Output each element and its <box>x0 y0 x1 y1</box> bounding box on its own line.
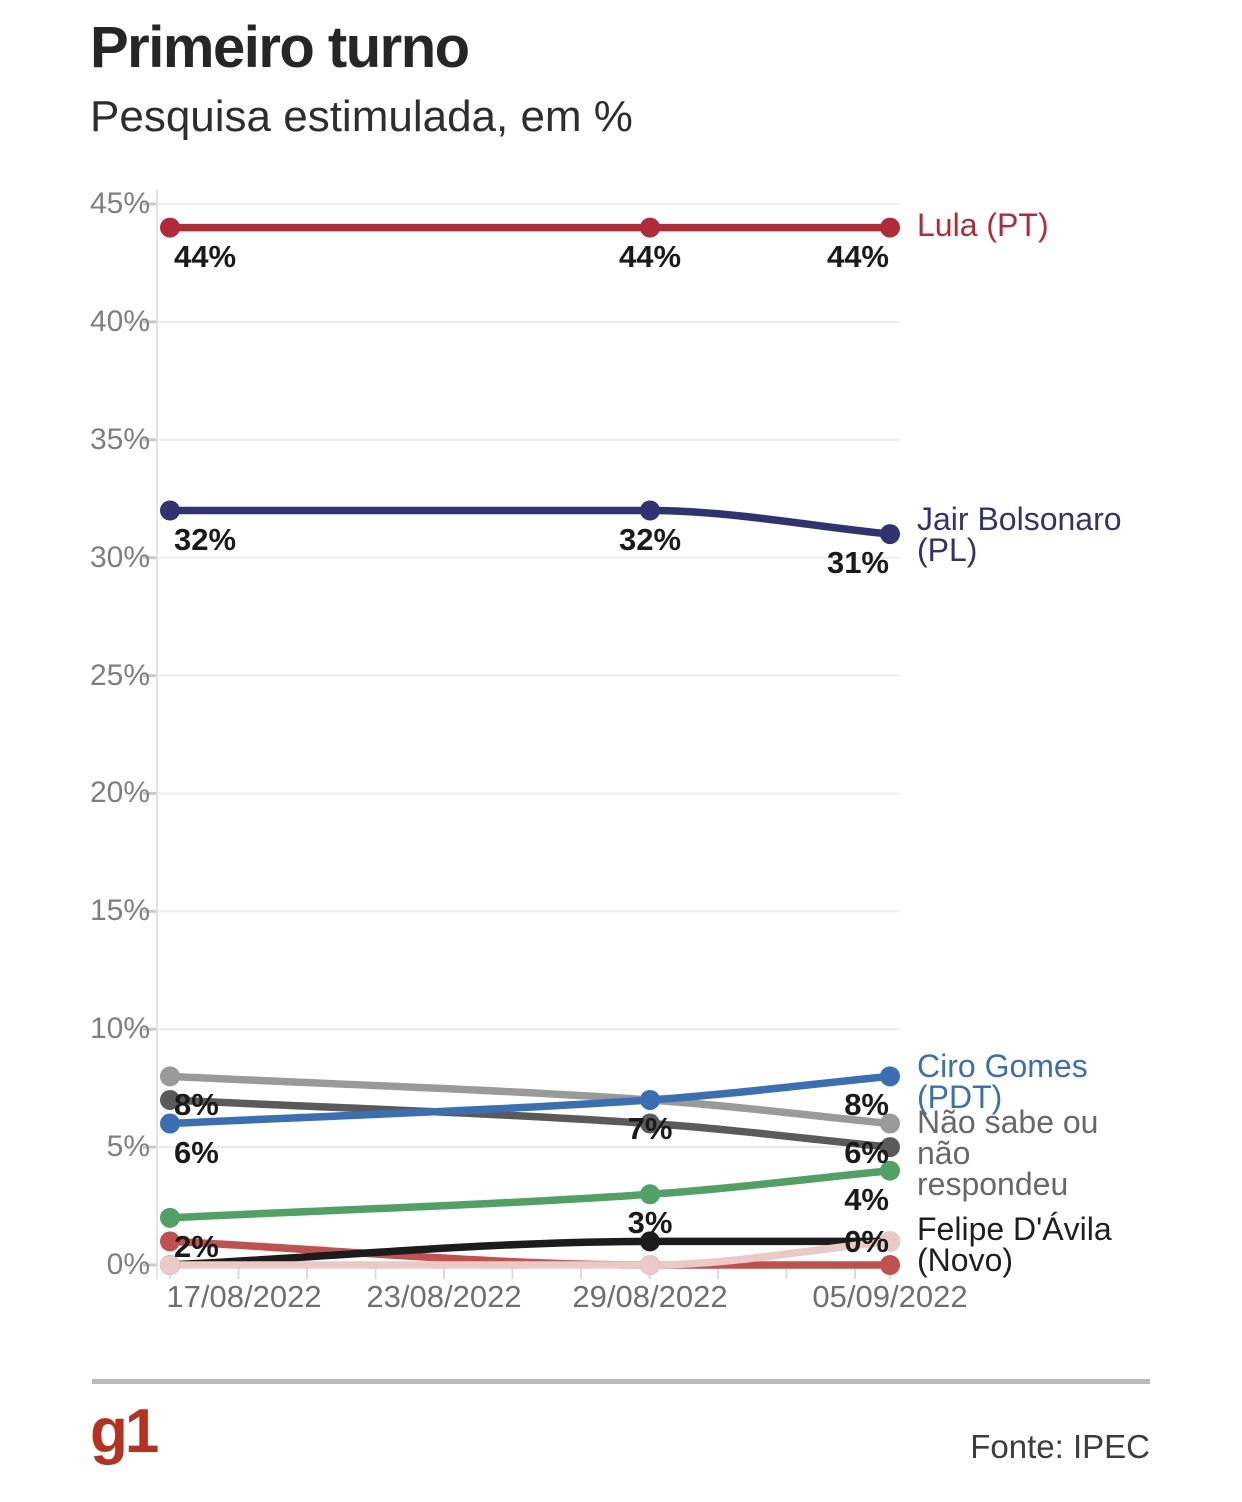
x-axis-label: 29/08/2022 <box>572 1279 728 1314</box>
line-dark-gray-line <box>166 1096 894 1151</box>
point-nao-sabe-ou-nao-respondeu <box>160 1066 180 1087</box>
y-axis-label: 0% <box>106 1248 150 1281</box>
point-green-line <box>880 1160 900 1181</box>
legend-nao-sabe-ou-nao-respondeu: Não sabe ou não respondeu <box>917 1104 1099 1202</box>
y-axis-label: 10% <box>89 1012 150 1046</box>
point-lula-pt <box>640 217 660 238</box>
source-credit: Fonte: IPEC <box>970 1428 1150 1465</box>
legend-line: (Novo) <box>917 1242 1014 1278</box>
legend-line: Não sabe ou <box>917 1104 1099 1140</box>
legend-line: Jair Bolsonaro <box>917 501 1122 537</box>
legend-jair-bolsonaro-pl: Jair Bolsonaro (PL) <box>917 501 1122 568</box>
point-dark-red-line <box>880 1255 900 1275</box>
legend-line: não <box>917 1135 971 1171</box>
y-axis-label: 20% <box>89 776 150 810</box>
legend-ciro-gomes-pdt: Ciro Gomes (PDT) <box>917 1048 1088 1115</box>
point-jair-bolsonaro-pl <box>160 500 180 521</box>
point-pink-line <box>160 1255 180 1275</box>
line-pink-line <box>166 1237 894 1269</box>
page-title: Primeiro turno <box>90 15 470 80</box>
value-label-jair-bolsonaro-pl: 31% <box>826 545 889 581</box>
legend-line: Lula (PT) <box>917 207 1049 243</box>
legend-line: (PL) <box>917 532 978 568</box>
line-felipe-davila-novo <box>166 1237 894 1269</box>
line-nao-sabe-ou-nao-respondeu <box>166 1072 894 1128</box>
value-label-lula-pt: 44% <box>174 238 237 274</box>
point-ciro-gomes-pdt <box>160 1113 180 1134</box>
point-green-line <box>160 1207 180 1228</box>
value-label-jair-bolsonaro-pl: 32% <box>174 521 237 557</box>
point-lula-pt <box>160 217 180 238</box>
y-axis-label: 35% <box>89 422 150 456</box>
x-axis-label: 17/08/2022 <box>166 1279 322 1314</box>
legend-line: (PDT) <box>917 1079 1003 1115</box>
value-label-nao-sabe-ou-nao-respondeu: 7% <box>627 1110 673 1146</box>
point-pink-line <box>640 1255 660 1275</box>
legend-lula-pt: Lula (PT) <box>917 207 1049 243</box>
point-green-line <box>640 1184 660 1205</box>
value-label-green-line: 4% <box>844 1181 889 1217</box>
legend-line: respondeu <box>917 1166 1069 1202</box>
point-jair-bolsonaro-pl <box>640 500 660 521</box>
value-label-nao-sabe-ou-nao-respondeu: 8% <box>174 1087 219 1123</box>
value-label-nao-sabe-ou-nao-respondeu: 6% <box>844 1134 889 1170</box>
value-label-ciro-gomes-pdt: 6% <box>174 1134 219 1170</box>
point-pink-line <box>880 1231 900 1252</box>
point-lula-pt <box>880 217 900 238</box>
value-label-green-line: 3% <box>627 1205 673 1241</box>
point-dark-gray-line <box>880 1137 900 1158</box>
y-axis-label: 15% <box>89 894 150 928</box>
y-axis-label: 45% <box>89 186 150 220</box>
point-dark-gray-line <box>160 1089 180 1110</box>
y-axis-label: 25% <box>89 658 150 692</box>
value-label-dark-red-line: 0% <box>844 1224 889 1259</box>
g1-logo: g1 <box>90 1397 159 1466</box>
point-ciro-gomes-pdt <box>640 1089 660 1110</box>
page-subtitle: Pesquisa estimulada, em % <box>90 92 633 141</box>
value-label-lula-pt: 44% <box>618 238 682 274</box>
legend-felipe-davila-novo: Felipe D'Ávila (Novo) <box>917 1211 1112 1278</box>
line-green-line <box>166 1166 894 1222</box>
y-axis-label: 30% <box>89 540 150 574</box>
line-jair-bolsonaro-pl <box>166 506 894 538</box>
point-dark-red-line <box>160 1231 180 1252</box>
point-nao-sabe-ou-nao-respondeu <box>880 1113 900 1134</box>
legend-line: Ciro Gomes <box>917 1048 1088 1084</box>
point-felipe-davila-novo <box>640 1231 660 1252</box>
point-jair-bolsonaro-pl <box>880 524 900 545</box>
y-axis-label: 40% <box>89 304 150 338</box>
value-label-ciro-gomes-pdt: 8% <box>844 1087 889 1123</box>
legend-line: Felipe D'Ávila <box>917 1211 1112 1247</box>
point-dark-gray-line <box>640 1113 660 1134</box>
footer-divider <box>92 1379 1150 1384</box>
x-axis-label: 23/08/2022 <box>366 1279 522 1314</box>
x-axis-label: 05/09/2022 <box>812 1279 968 1314</box>
value-label-green-line: 2% <box>174 1228 219 1264</box>
value-label-lula-pt: 44% <box>826 238 889 274</box>
y-axis-label: 5% <box>106 1130 150 1164</box>
line-ciro-gomes-pdt <box>166 1072 894 1128</box>
value-label-jair-bolsonaro-pl: 32% <box>618 521 682 557</box>
point-ciro-gomes-pdt <box>880 1066 900 1087</box>
